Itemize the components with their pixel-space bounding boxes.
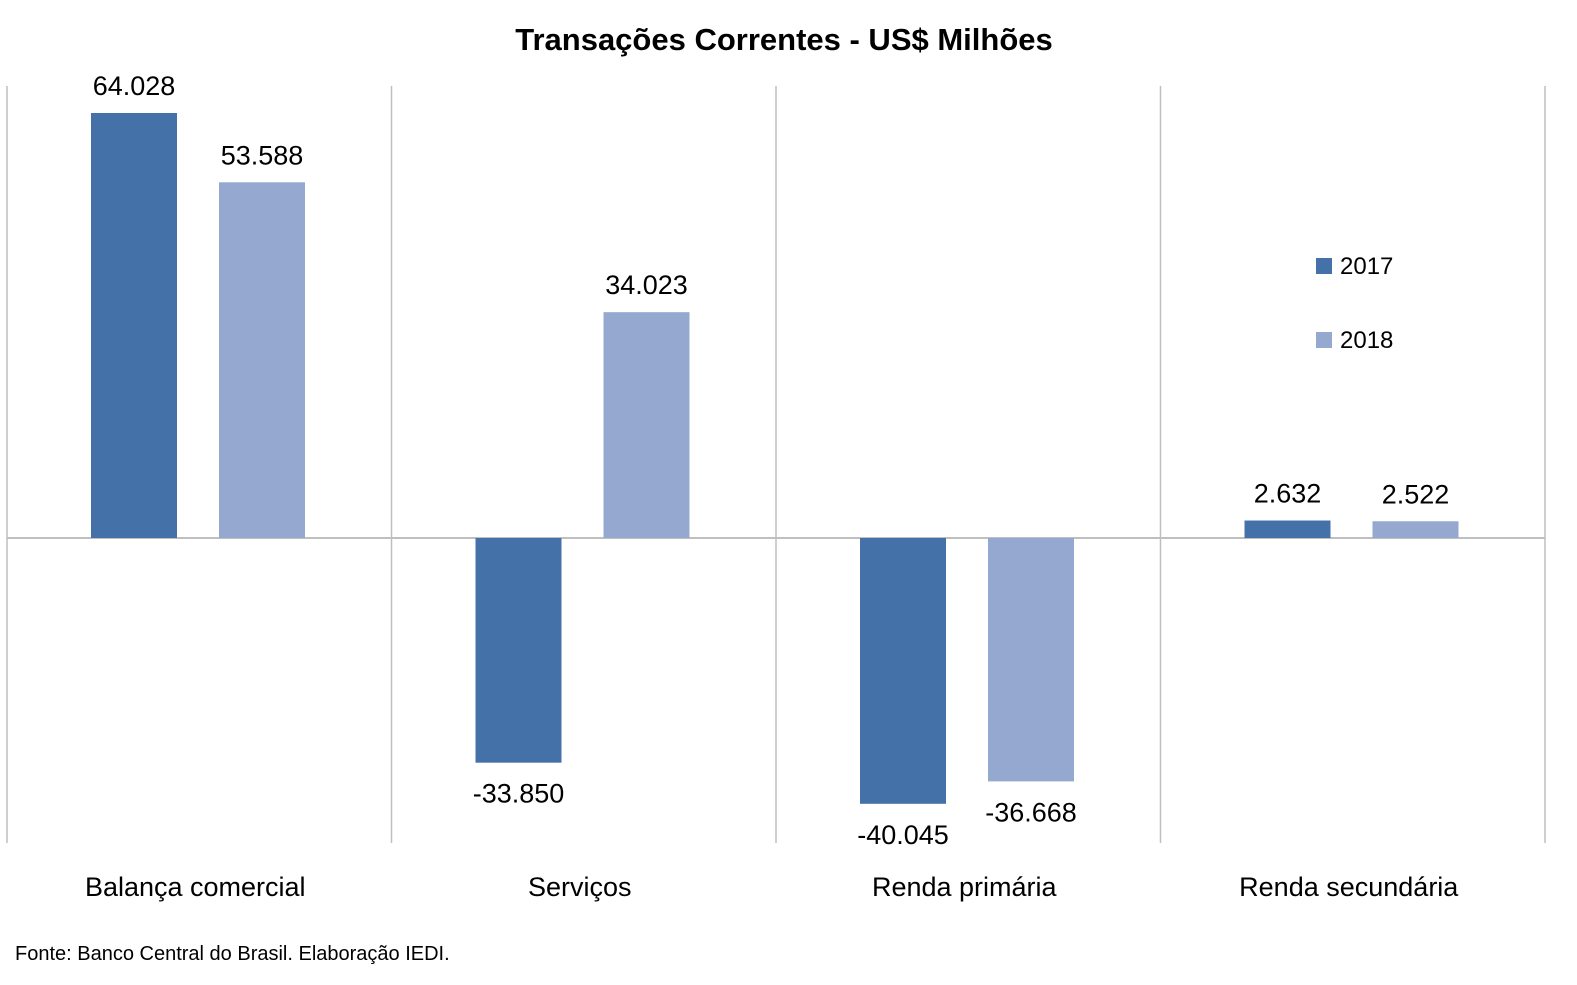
- source-note: Fonte: Banco Central do Brasil. Elaboraç…: [15, 943, 450, 965]
- bar-2017-1: [475, 538, 562, 763]
- data-label-2017-1: -33.850: [473, 779, 565, 809]
- legend-label-2018: 2018: [1340, 327, 1393, 354]
- chart-title: Transações Correntes - US$ Milhões: [515, 22, 1053, 57]
- data-label-2017-3: 2.632: [1254, 479, 1322, 509]
- data-label-2018-1: 34.023: [605, 270, 688, 300]
- bar-2017-2: [860, 538, 946, 804]
- legend: 2017 2018: [1316, 253, 1393, 354]
- data-labels: 64.028 -33.850 -40.045 2.632 53.588 34.023 -36…: [93, 71, 1450, 850]
- data-label-2018-3: 2.522: [1382, 479, 1450, 509]
- category-label-0: Balança comercial: [85, 872, 306, 902]
- bar-2018-2: [988, 538, 1074, 782]
- data-label-2018-2: -36.668: [985, 797, 1077, 827]
- category-label-3: Renda secundária: [1239, 872, 1459, 902]
- bar-2018-0: [219, 182, 305, 539]
- bars: [91, 113, 1459, 804]
- bar-2017-0: [91, 113, 177, 538]
- legend-label-2017: 2017: [1340, 253, 1393, 280]
- bar-2018-1: [603, 312, 690, 538]
- category-label-1: Serviços: [528, 872, 632, 902]
- category-label-2: Renda primária: [872, 872, 1058, 902]
- data-label-2018-0: 53.588: [221, 140, 304, 170]
- bar-2018-3: [1372, 521, 1459, 538]
- legend-swatch-2018: [1316, 332, 1332, 348]
- bar-2017-3: [1244, 520, 1331, 538]
- data-label-2017-2: -40.045: [857, 820, 949, 850]
- legend-swatch-2017: [1316, 258, 1332, 274]
- data-label-2017-0: 64.028: [93, 71, 176, 101]
- category-labels: Balança comercial Serviços Renda primária R…: [85, 872, 1459, 902]
